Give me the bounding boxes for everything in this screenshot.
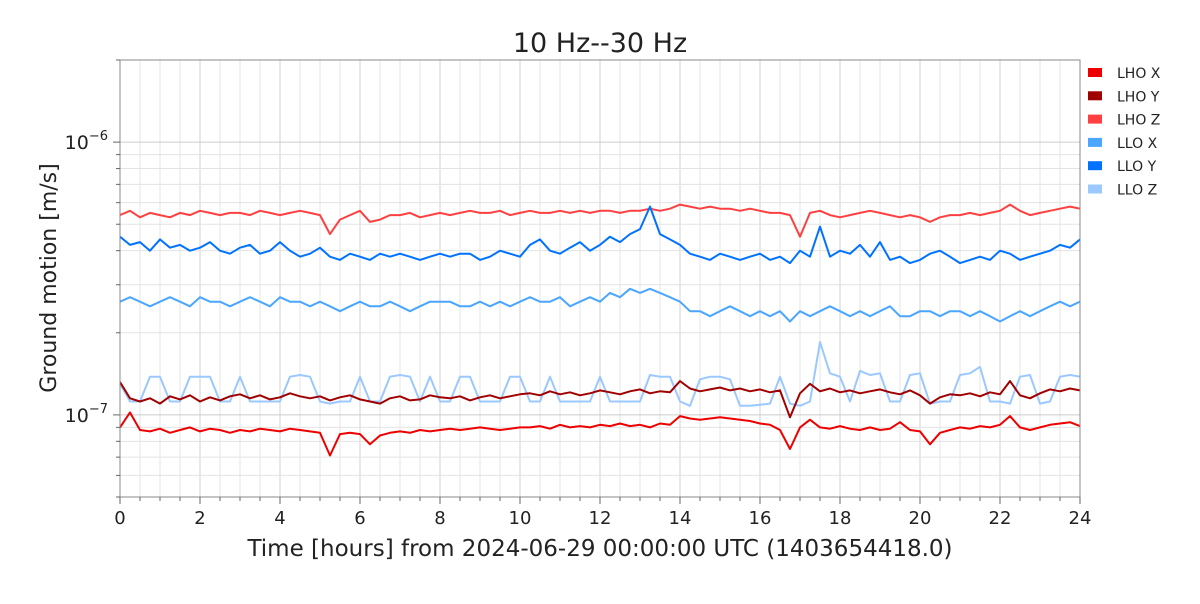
series-lines (120, 203, 1080, 457)
legend-swatch (1088, 161, 1102, 171)
x-tick-label: 2 (194, 508, 205, 529)
x-tick-label: 24 (1069, 508, 1092, 529)
legend-swatch (1088, 114, 1102, 124)
x-axis-label: Time [hours] from 2024-06-29 00:00:00 UT… (246, 536, 952, 562)
x-tick-label: 8 (434, 508, 445, 529)
x-tick-label: 10 (509, 508, 532, 529)
x-tick-label: 0 (114, 508, 125, 529)
grid (120, 59, 1080, 498)
x-axis: 0 2 4 6 8 10 12 14 16 18 20 22 24 (114, 497, 1091, 529)
y-axis-label: Ground motion [m/s] (37, 163, 62, 392)
y-tick-base: 10 (65, 132, 89, 154)
y-tick-label: 10−6 (65, 129, 108, 154)
x-tick-label: 14 (669, 508, 692, 529)
y-tick-exponent: −7 (89, 402, 108, 417)
legend-label: LLO Y (1117, 159, 1157, 175)
x-tick-label: 6 (354, 508, 365, 529)
x-tick-label: 12 (589, 508, 612, 529)
legend: LHO X LHO Y LHO Z LLO X LLO Y LLO Z (1088, 66, 1161, 199)
x-tick-label: 20 (909, 508, 932, 529)
y-tick-base: 10 (65, 405, 89, 427)
y-axis: 10−610−7 (65, 59, 120, 498)
series-line-lho-x (120, 411, 1080, 457)
legend-label: LHO Y (1117, 89, 1160, 105)
x-tick-label: 4 (274, 508, 285, 529)
series-line-lho-z (120, 203, 1080, 238)
legend-swatch (1088, 184, 1102, 194)
chart-title: 10 Hz--30 Hz (513, 28, 687, 59)
legend-swatch (1088, 91, 1102, 101)
legend-swatch (1088, 137, 1102, 147)
x-tick-label: 16 (749, 508, 772, 529)
legend-label: LHO Z (1117, 113, 1160, 129)
y-tick-label: 10−7 (65, 402, 108, 427)
series-line-llo-y (120, 205, 1080, 265)
x-tick-label: 18 (829, 508, 852, 529)
legend-label: LLO Z (1117, 183, 1157, 199)
legend-swatch (1088, 68, 1102, 77)
y-tick-exponent: −6 (89, 129, 108, 144)
series-line-llo-x (120, 287, 1080, 323)
legend-label: LLO X (1117, 136, 1158, 152)
x-tick-label: 22 (989, 508, 1012, 529)
series-line-lho-y (120, 380, 1080, 419)
series-line-llo-z (120, 341, 1080, 407)
legend-label: LHO X (1117, 66, 1161, 82)
